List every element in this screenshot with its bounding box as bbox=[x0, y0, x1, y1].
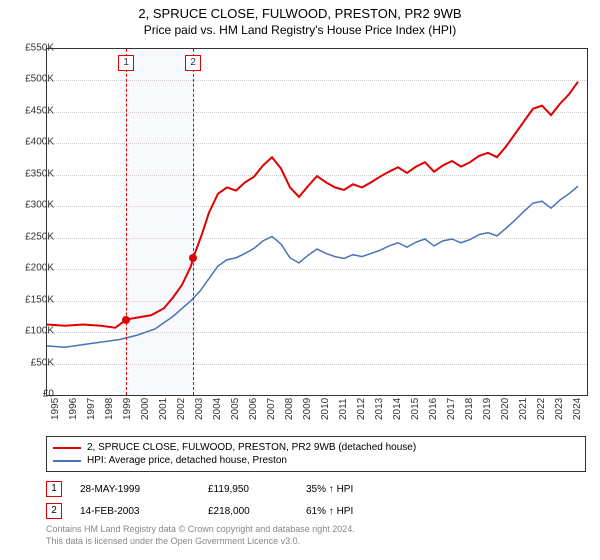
x-axis-label: 1999 bbox=[122, 398, 133, 420]
marker-label-icon: 1 bbox=[118, 55, 134, 71]
transaction-row: 1 28-MAY-1999 £119,950 35% ↑ HPI bbox=[46, 478, 586, 500]
transaction-marker-icon: 1 bbox=[46, 481, 62, 497]
y-axis-label: £500K bbox=[10, 74, 54, 85]
x-axis-label: 1998 bbox=[104, 398, 115, 420]
legend-label: HPI: Average price, detached house, Pres… bbox=[87, 455, 287, 466]
chart-lines bbox=[47, 49, 587, 395]
x-axis-label: 2011 bbox=[338, 398, 349, 420]
legend-swatch bbox=[53, 447, 81, 449]
transaction-marker-icon: 2 bbox=[46, 503, 62, 519]
y-axis-label: £400K bbox=[10, 137, 54, 148]
x-axis-label: 2015 bbox=[410, 398, 421, 420]
x-axis-label: 1995 bbox=[50, 398, 61, 420]
x-axis-label: 2002 bbox=[176, 398, 187, 420]
footer-line: This data is licensed under the Open Gov… bbox=[46, 536, 355, 548]
marker-dot bbox=[122, 316, 130, 324]
transaction-list: 1 28-MAY-1999 £119,950 35% ↑ HPI 2 14-FE… bbox=[46, 478, 586, 522]
x-axis-label: 2003 bbox=[194, 398, 205, 420]
transaction-date: 28-MAY-1999 bbox=[80, 484, 190, 495]
x-axis-label: 1997 bbox=[86, 398, 97, 420]
x-axis-label: 2000 bbox=[140, 398, 151, 420]
y-axis-label: £450K bbox=[10, 105, 54, 116]
y-axis-label: £550K bbox=[10, 43, 54, 54]
transaction-price: £218,000 bbox=[208, 506, 288, 517]
x-axis-label: 2009 bbox=[302, 398, 313, 420]
x-axis-label: 2014 bbox=[392, 398, 403, 420]
marker-line bbox=[126, 49, 127, 395]
y-axis-label: £350K bbox=[10, 168, 54, 179]
x-axis-label: 2023 bbox=[554, 398, 565, 420]
x-axis: 1995 1996 1997 1998 1999 2000 2001 2002 2003 2004… bbox=[46, 396, 586, 436]
x-axis-label: 2008 bbox=[284, 398, 295, 420]
transaction-pct: 61% ↑ HPI bbox=[306, 506, 406, 517]
x-axis-label: 2024 bbox=[572, 398, 583, 420]
y-axis-label: £50K bbox=[10, 357, 54, 368]
footer-line: Contains HM Land Registry data © Crown c… bbox=[46, 524, 355, 536]
marker-label-icon: 2 bbox=[185, 55, 201, 71]
x-axis-label: 2017 bbox=[446, 398, 457, 420]
legend-label: 2, SPRUCE CLOSE, FULWOOD, PRESTON, PR2 9… bbox=[87, 442, 416, 453]
chart-subtitle: Price paid vs. HM Land Registry's House … bbox=[0, 21, 600, 37]
marker-line bbox=[193, 49, 194, 395]
legend-item: 2, SPRUCE CLOSE, FULWOOD, PRESTON, PR2 9… bbox=[53, 441, 579, 454]
chart-title: 2, SPRUCE CLOSE, FULWOOD, PRESTON, PR2 9… bbox=[0, 0, 600, 21]
transaction-price: £119,950 bbox=[208, 484, 288, 495]
chart-plot-area: 12 bbox=[46, 48, 588, 396]
x-axis-label: 2018 bbox=[464, 398, 475, 420]
x-axis-label: 2022 bbox=[536, 398, 547, 420]
y-axis-label: £200K bbox=[10, 263, 54, 274]
marker-dot bbox=[189, 254, 197, 262]
y-axis-label: £300K bbox=[10, 200, 54, 211]
y-axis-label: £150K bbox=[10, 294, 54, 305]
y-axis-label: £250K bbox=[10, 231, 54, 242]
transaction-pct: 35% ↑ HPI bbox=[306, 484, 406, 495]
x-axis-label: 2019 bbox=[482, 398, 493, 420]
x-axis-label: 2001 bbox=[158, 398, 169, 420]
x-axis-label: 2007 bbox=[266, 398, 277, 420]
x-axis-label: 2004 bbox=[212, 398, 223, 420]
transaction-row: 2 14-FEB-2003 £218,000 61% ↑ HPI bbox=[46, 500, 586, 522]
x-axis-label: 2013 bbox=[374, 398, 385, 420]
legend-swatch bbox=[53, 460, 81, 462]
x-axis-label: 2005 bbox=[230, 398, 241, 420]
legend-box: 2, SPRUCE CLOSE, FULWOOD, PRESTON, PR2 9… bbox=[46, 436, 586, 472]
x-axis-label: 1996 bbox=[68, 398, 79, 420]
footer-attribution: Contains HM Land Registry data © Crown c… bbox=[46, 524, 355, 547]
x-axis-label: 2006 bbox=[248, 398, 259, 420]
x-axis-label: 2020 bbox=[500, 398, 511, 420]
x-axis-label: 2021 bbox=[518, 398, 529, 420]
legend-item: HPI: Average price, detached house, Pres… bbox=[53, 454, 579, 467]
x-axis-label: 2016 bbox=[428, 398, 439, 420]
transaction-date: 14-FEB-2003 bbox=[80, 506, 190, 517]
x-axis-label: 2012 bbox=[356, 398, 367, 420]
x-axis-label: 2010 bbox=[320, 398, 331, 420]
y-axis-label: £100K bbox=[10, 326, 54, 337]
